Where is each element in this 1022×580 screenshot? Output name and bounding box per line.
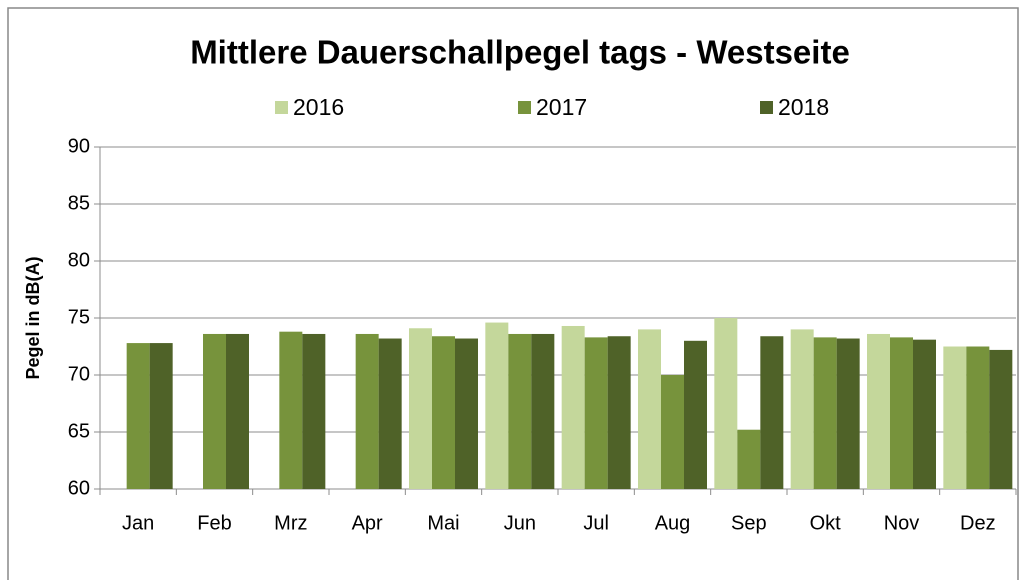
bar: [584, 337, 608, 489]
bar: [684, 340, 707, 489]
bar: [279, 331, 303, 489]
x-tick-label: Mrz: [274, 512, 307, 534]
legend-swatch: [518, 101, 531, 114]
x-tick-label: Jul: [583, 512, 609, 534]
bar: [638, 329, 661, 489]
y-tick-label: 80: [68, 249, 90, 271]
x-tick-label: Nov: [884, 512, 920, 534]
bar: [485, 322, 509, 489]
x-tick-label: Dez: [960, 512, 996, 534]
bar: [455, 338, 478, 489]
x-tick-label: Aug: [655, 512, 691, 534]
x-tick-label: Sep: [731, 512, 767, 534]
bar: [378, 338, 402, 489]
bar: [867, 333, 890, 489]
bar: [226, 333, 249, 489]
bar: [661, 375, 684, 489]
y-axis-label: Pegel in dB(A): [23, 256, 43, 379]
bar: [943, 346, 967, 489]
legend-swatch: [275, 101, 288, 114]
x-tick-label: Mai: [427, 512, 459, 534]
bar: [607, 336, 631, 489]
x-tick-label: Okt: [810, 512, 842, 534]
x-tick-label: Jun: [504, 512, 536, 534]
y-tick-label: 90: [68, 135, 90, 157]
bar: [409, 328, 432, 489]
bar: [790, 329, 814, 489]
bar: [531, 333, 555, 489]
y-tick-label: 70: [68, 363, 90, 385]
bar: [989, 349, 1013, 489]
bar: [508, 333, 532, 489]
bar: [913, 339, 936, 489]
bar: [302, 333, 326, 489]
bar: [126, 343, 150, 489]
bar: [836, 338, 860, 489]
bar: [714, 318, 738, 489]
chart-border: [7, 7, 1019, 580]
bar: [737, 429, 761, 489]
bar: [355, 333, 379, 489]
legend-label: 2017: [536, 94, 587, 120]
x-tick-label: Feb: [197, 512, 231, 534]
bar: [149, 343, 173, 489]
bar: [561, 325, 585, 489]
bar: [966, 346, 990, 489]
bar: [432, 336, 455, 489]
x-tick-label: Apr: [352, 512, 383, 534]
legend-swatch: [760, 101, 773, 114]
bar: [760, 336, 784, 489]
legend-label: 2018: [778, 94, 829, 120]
x-tick-label: Jan: [122, 512, 154, 534]
bar: [813, 337, 837, 489]
bar: [890, 337, 913, 489]
chart-title: Mittlere Dauerschallpegel tags - Westsei…: [190, 34, 850, 71]
y-tick-label: 85: [68, 192, 90, 214]
bar: [203, 333, 226, 489]
y-tick-label: 65: [68, 420, 90, 442]
legend-label: 2016: [293, 94, 344, 120]
y-tick-label: 75: [68, 306, 90, 328]
y-tick-label: 60: [68, 477, 90, 499]
